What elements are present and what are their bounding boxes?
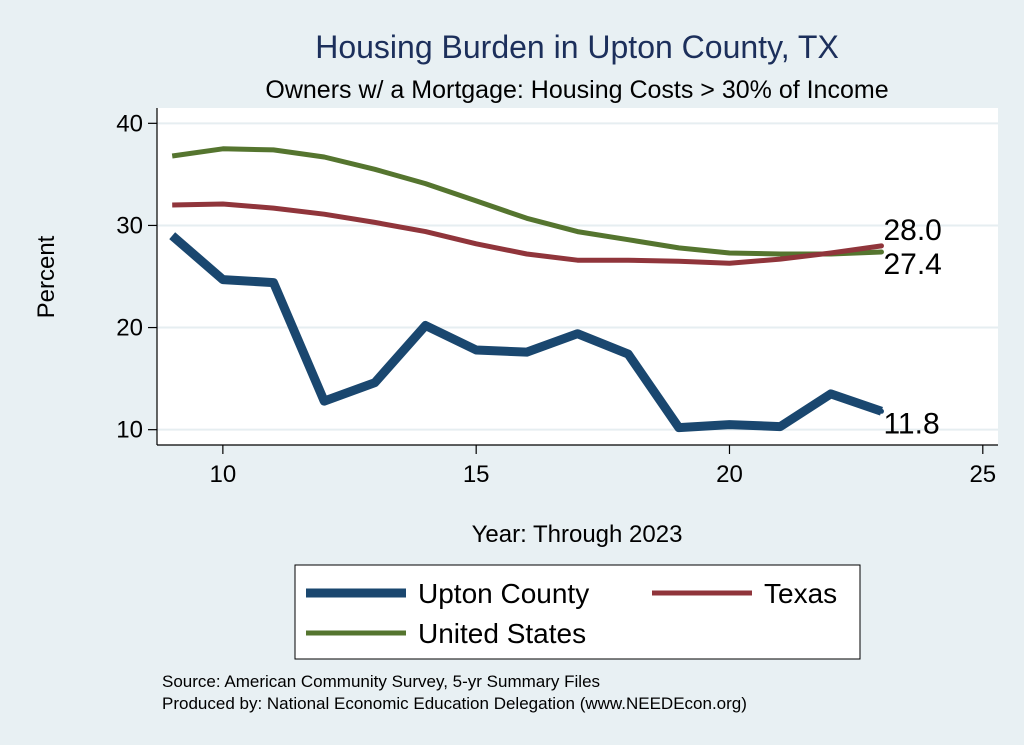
series-end-point-upton-county — [878, 408, 884, 414]
y-axis-title: Percent — [33, 235, 60, 318]
series-line-texas — [172, 201, 882, 266]
plot-area — [157, 108, 998, 445]
y-tick-label-30: 30 — [116, 212, 143, 239]
x-axis-ticks: 10 15 20 25 — [210, 445, 996, 488]
x-tick-label-15: 15 — [463, 461, 490, 488]
source-line-2: Produced by: National Economic Education… — [162, 694, 747, 713]
series-lines — [169, 146, 884, 433]
end-label-upton-county: 11.8 — [883, 407, 939, 440]
series-line-united-states — [171, 146, 882, 257]
x-tick-label-25: 25 — [969, 461, 996, 488]
x-tick-label-20: 20 — [716, 461, 743, 488]
y-axis-ticks: 10 20 30 40 — [116, 110, 157, 444]
chart-title: Housing Burden in Upton County, TX — [315, 29, 839, 65]
y-tick-label-20: 20 — [116, 315, 143, 342]
legend-label-texas: Texas — [764, 578, 837, 609]
end-label-texas: 28.0 — [883, 214, 941, 247]
y-tick-label-10: 10 — [116, 417, 143, 444]
end-label-united-states: 27.4 — [883, 248, 941, 281]
x-axis-title: Year: Through 2023 — [472, 521, 683, 548]
source-line-1: Source: American Community Survey, 5-yr … — [162, 672, 600, 691]
legend-label-upton-county: Upton County — [418, 578, 589, 609]
end-labels: 11.8 28.027.4 — [883, 214, 941, 440]
legend-box — [294, 564, 861, 660]
series-line-upton-county — [169, 232, 883, 433]
chart-subtitle: Owners w/ a Mortgage: Housing Costs > 30… — [265, 76, 888, 104]
legend-label-united-states: United States — [418, 618, 586, 649]
y-tick-label-40: 40 — [116, 110, 143, 137]
x-tick-label-10: 10 — [210, 461, 237, 488]
series-end-point-united-states — [878, 249, 884, 255]
legend: Upton County Texas United States — [294, 564, 861, 660]
series-end-point-texas — [878, 243, 884, 249]
